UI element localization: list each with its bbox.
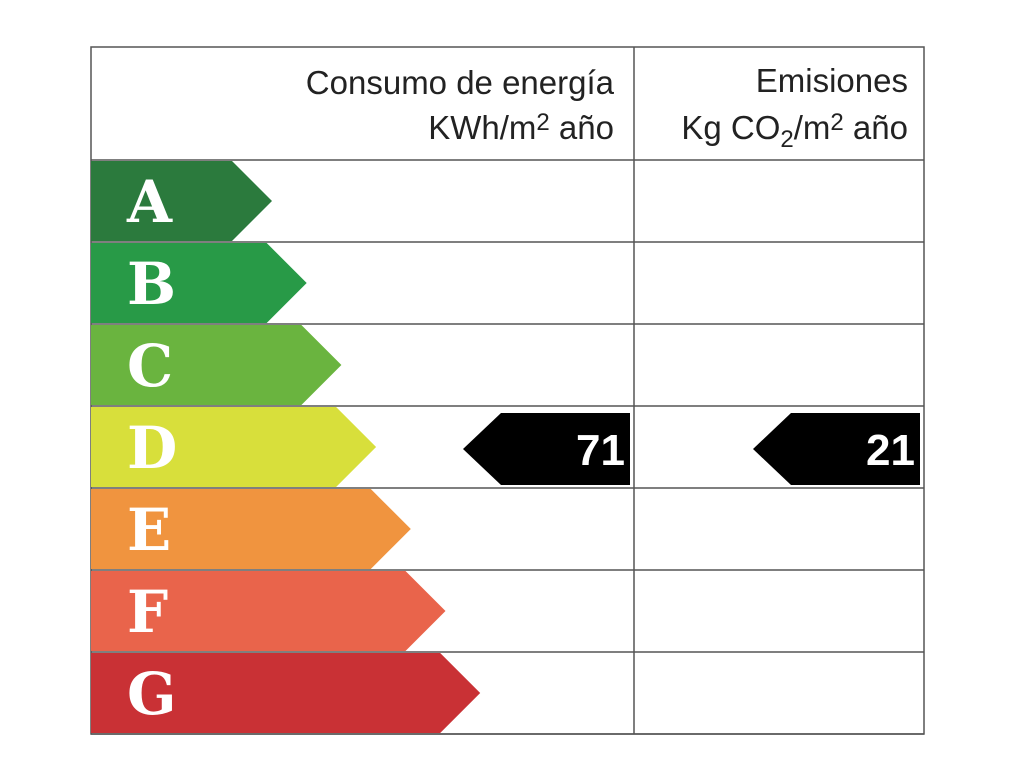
class-letter: F — [127, 578, 168, 646]
energy-unit: KWh/m2 año — [428, 109, 614, 146]
class-letter: A — [126, 168, 173, 236]
emissions-value: 21 — [866, 426, 915, 475]
energy-value: 71 — [576, 426, 625, 475]
class-arrow — [91, 325, 342, 405]
class-arrow — [91, 407, 377, 487]
unit-part: /m — [794, 109, 831, 146]
class-letter: G — [127, 660, 177, 728]
class-arrow — [91, 571, 446, 651]
unit-sub: 2 — [780, 126, 793, 153]
emissions-arrow — [753, 413, 920, 485]
class-letter: D — [127, 414, 177, 482]
emissions-unit: Kg CO2/m2 año — [681, 109, 908, 153]
class-arrow — [91, 243, 307, 323]
unit-part: año — [844, 109, 908, 146]
class-arrow — [91, 653, 481, 733]
unit-part: año — [550, 109, 614, 146]
class-arrow — [91, 161, 272, 241]
class-letter: E — [127, 496, 171, 564]
unit-part: Kg CO — [681, 109, 780, 146]
energy-arrow — [463, 413, 630, 485]
class-letter: C — [127, 332, 173, 400]
energy-title: Consumo de energía — [306, 64, 615, 101]
unit-part: KWh/m — [428, 109, 536, 146]
unit-sup: 2 — [830, 109, 843, 136]
unit-sup: 2 — [536, 109, 549, 136]
class-arrow — [91, 489, 411, 569]
class-letter: B — [127, 250, 176, 318]
emissions-title: Emisiones — [756, 62, 908, 99]
